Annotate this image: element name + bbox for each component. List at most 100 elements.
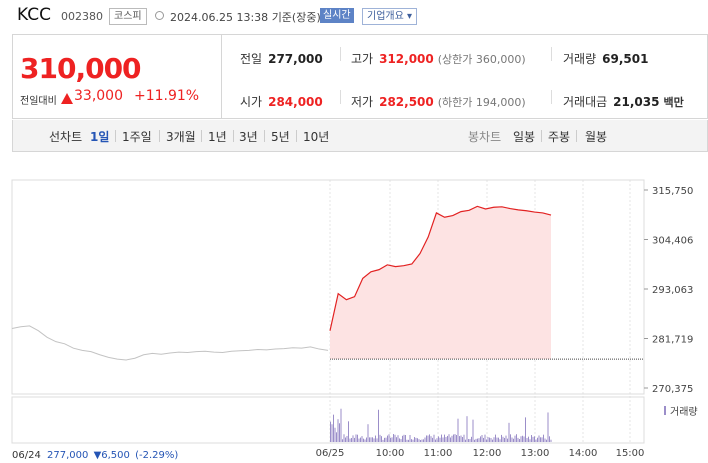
volume-bar — [451, 435, 453, 442]
volume-bar — [519, 439, 520, 442]
x-tick-label: 15:00 — [616, 448, 645, 459]
tab-10y[interactable]: 10년 — [303, 130, 330, 144]
volume-bar — [492, 439, 493, 442]
candle-chart-label: 봉차트 — [468, 130, 502, 144]
volume-bar — [450, 437, 451, 442]
volume-bar — [333, 414, 334, 442]
volume-bar — [490, 438, 492, 442]
clock-icon — [155, 11, 164, 20]
volume-bar — [474, 439, 475, 442]
volume-bar — [357, 434, 358, 442]
volume-bar — [426, 435, 427, 442]
datetime-text: 2024.06.25 13:38 기준(장중) — [170, 11, 321, 24]
volume-bar — [430, 436, 432, 442]
company-info-button[interactable]: 기업개요 ▾ — [362, 8, 418, 25]
volume-bar — [334, 427, 336, 442]
volume-bar — [379, 434, 381, 442]
volume-bar — [378, 409, 379, 442]
tab-5y[interactable]: 5년 — [271, 130, 290, 144]
volume-bar — [480, 436, 481, 442]
volume-bar — [522, 435, 523, 442]
volume-bar — [369, 437, 370, 442]
tab-daily-candle[interactable]: 일봉 — [513, 130, 536, 144]
today-area-fill — [330, 206, 551, 360]
volume-bar — [382, 439, 384, 442]
volume-bar — [478, 438, 480, 442]
volume-bar — [510, 434, 511, 442]
low-price: 저가 282,500 (하한가 194,000) — [351, 95, 526, 109]
volume-bar — [483, 437, 484, 442]
volume-bar — [534, 436, 535, 442]
stock-name: KCC — [17, 5, 51, 25]
volume-bar — [513, 438, 514, 442]
volume-bar — [342, 439, 343, 442]
volume-bar — [394, 434, 396, 442]
x-tick-label: 14:00 — [569, 448, 598, 459]
volume-bar — [415, 437, 417, 442]
volume-bar — [528, 436, 529, 442]
volume-bar — [435, 439, 436, 442]
volume-bar — [495, 434, 496, 442]
tab-1y[interactable]: 1년 — [208, 130, 227, 144]
volume-bar — [525, 417, 526, 442]
y-tick-label: 270,375 — [652, 384, 693, 395]
volume-bar — [486, 439, 487, 442]
volume-bar — [460, 435, 462, 442]
volume-bar — [337, 419, 339, 442]
volume-bar — [526, 437, 528, 442]
volume-bar — [459, 436, 460, 442]
tab-3m[interactable]: 3개월 — [166, 130, 196, 144]
volume-bar — [537, 437, 538, 442]
volume-bar — [345, 437, 346, 442]
volume-bar — [507, 438, 508, 442]
volume-bar — [418, 439, 420, 442]
volume-bar — [520, 436, 522, 442]
volume-bar — [399, 438, 400, 442]
volume-bar — [477, 438, 478, 442]
change-amount: 33,000 — [74, 88, 123, 104]
volume-bar — [391, 437, 393, 442]
volume-bar — [543, 434, 544, 442]
volume-bar — [358, 438, 360, 442]
volume-bar — [535, 439, 537, 442]
volume-bar — [339, 423, 340, 442]
prev-day-line — [11, 325, 329, 361]
volume-bar — [481, 435, 483, 442]
price-plot-frame — [11, 179, 645, 395]
tab-monthly-candle[interactable]: 월봉 — [585, 130, 608, 144]
volume: 거래량 69,501 — [563, 52, 649, 66]
volume-bar — [475, 438, 477, 442]
change-label: 전일대비 — [20, 96, 57, 107]
tab-1w[interactable]: 1주일 — [122, 130, 152, 144]
y-tick-label: 293,063 — [652, 285, 693, 296]
volume-bar — [405, 435, 406, 442]
y-tick-label: 281,719 — [652, 335, 693, 346]
volume-bar — [439, 437, 441, 442]
volume-bar — [505, 435, 507, 442]
price-summary: 310,000 전일대비 33,000 +11.91% 전일 277,000 고가… — [12, 34, 708, 119]
high-price: 고가 312,000 (상한가 360,000) — [351, 52, 526, 66]
y-tick-label: 315,750 — [652, 186, 693, 197]
volume-bar — [517, 437, 519, 442]
volume-bar — [408, 439, 409, 442]
tab-weekly-candle[interactable]: 주봉 — [548, 130, 571, 144]
volume-bar — [417, 438, 418, 442]
volume-bar — [472, 419, 474, 442]
volume-bar — [493, 437, 495, 442]
volume-bar — [445, 437, 447, 442]
volume-bar — [441, 434, 442, 442]
x-tick-label: 13:00 — [521, 448, 550, 459]
volume-legend-label: 거래량 — [670, 406, 698, 418]
volume-bar — [547, 412, 549, 442]
tab-3y[interactable]: 3년 — [239, 130, 258, 144]
prev-day-info: 06/24 277,000 ▼6,500 (-2.29%) — [12, 450, 178, 461]
volume-bar — [336, 432, 337, 442]
volume-bar — [453, 434, 454, 442]
volume-bar — [375, 435, 376, 442]
volume-bar — [508, 422, 510, 442]
realtime-badge[interactable]: 실시간 — [320, 8, 354, 23]
tab-1d[interactable]: 1일 — [90, 130, 110, 144]
volume-bar — [370, 437, 372, 442]
x-tick-label: 11:00 — [424, 448, 453, 459]
volume-bar — [349, 438, 351, 442]
